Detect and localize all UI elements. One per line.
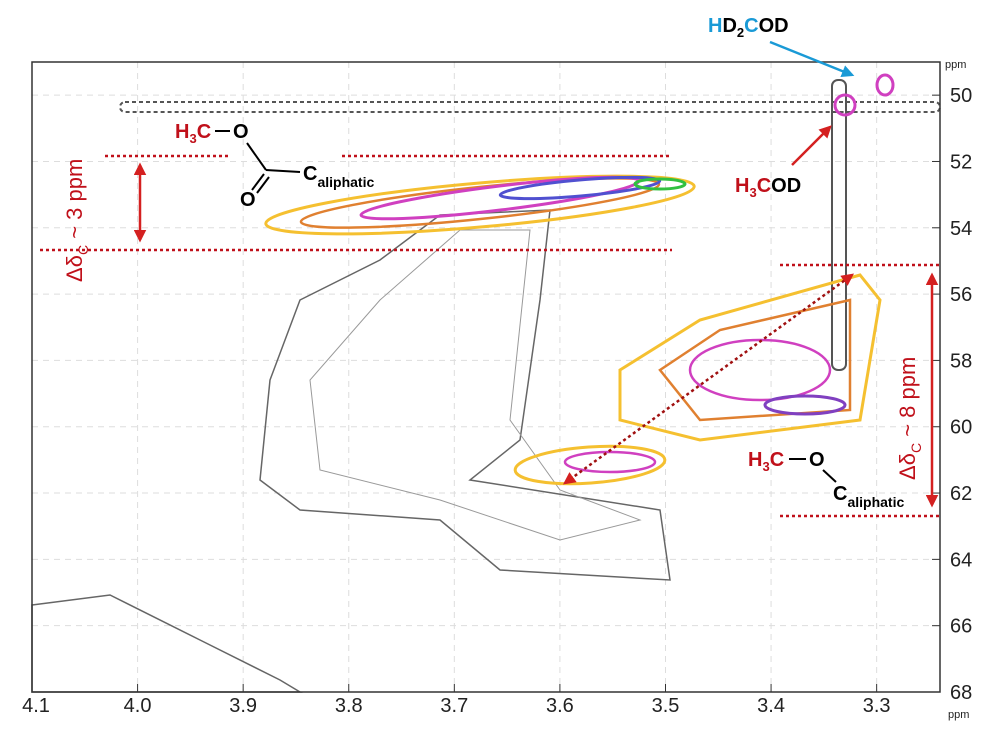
ester-o: O	[233, 121, 249, 143]
atom: C	[770, 449, 784, 471]
x-tick-label: 3.3	[863, 695, 891, 717]
x-tick-label: 4.1	[22, 695, 50, 717]
ester-c: Caliphatic	[303, 163, 374, 190]
atom: D	[722, 15, 736, 37]
plot-frame	[31, 61, 941, 693]
contour	[498, 175, 662, 201]
bond	[246, 142, 267, 171]
atom: C	[197, 121, 211, 143]
x-tick-label: 3.6	[546, 695, 574, 717]
contour	[763, 394, 847, 416]
subscript: aliphatic	[317, 174, 374, 190]
ether-shift-range: ΔδC ~ 8 ppm	[895, 357, 924, 480]
y-tick-label: 68	[950, 682, 972, 704]
contour	[658, 298, 852, 422]
atom: H	[708, 15, 722, 37]
x-tick-label: 3.4	[757, 695, 785, 717]
x-tick-label: 3.8	[335, 695, 363, 717]
y-tick-label: 58	[950, 350, 972, 372]
y-tick-label: 52	[950, 151, 972, 173]
range-text: ~ 8 ppm	[895, 357, 920, 443]
atom: C	[833, 483, 847, 505]
delta: Δδ	[895, 453, 920, 480]
bond	[265, 169, 301, 173]
delta: Δδ	[62, 255, 87, 282]
gray-region-inner	[309, 229, 642, 541]
x-tick-label: 3.5	[652, 695, 680, 717]
y-tick-label: 64	[950, 549, 972, 571]
atom: C	[757, 175, 771, 197]
contour	[688, 338, 832, 402]
atom: H	[748, 449, 762, 471]
subscript: C	[75, 245, 91, 255]
atom: H	[175, 121, 189, 143]
subscript: 3	[749, 185, 756, 200]
contour	[833, 93, 857, 117]
contour	[875, 73, 895, 97]
y-unit: ppm	[945, 59, 966, 71]
bond	[256, 176, 270, 194]
x-tick-label: 3.9	[229, 695, 257, 717]
y-tick-label: 66	[950, 616, 972, 638]
x-tick-label: 3.7	[440, 695, 468, 717]
atom: H	[735, 175, 749, 197]
ester-shift-range: ΔδC ~ 3 ppm	[62, 159, 91, 282]
y-tick-label: 54	[950, 218, 972, 240]
carbonyl-o: O	[240, 189, 256, 211]
bond	[822, 469, 837, 483]
y-tick-label: 50	[950, 85, 972, 107]
bond	[251, 173, 265, 191]
contour	[299, 177, 661, 229]
ester-methyl: H3C	[175, 121, 211, 146]
x-tick-label: 4.0	[124, 695, 152, 717]
contour	[264, 174, 696, 236]
gray-region	[259, 209, 671, 581]
atom: OD	[759, 15, 789, 37]
subscript: C	[908, 443, 924, 453]
diagonal-arrow	[562, 273, 855, 485]
gray-region-low	[31, 594, 303, 693]
subscript: 2	[737, 25, 744, 40]
contour	[563, 450, 657, 474]
pointer-arrow	[791, 125, 832, 166]
subscript: 3	[762, 459, 769, 474]
atom: C	[303, 163, 317, 185]
solvent-column	[831, 79, 847, 371]
subscript: 3	[189, 131, 196, 146]
range-text: ~ 3 ppm	[62, 159, 87, 245]
ether-o: O	[809, 449, 825, 471]
pointer-arrow	[769, 40, 855, 78]
contours	[31, 73, 941, 693]
x-unit: ppm	[948, 709, 969, 721]
y-tick-label: 60	[950, 417, 972, 439]
atom: C	[744, 15, 758, 37]
axes: 4.1 4.0 3.9 3.8 3.7 3.6 3.5 3.4 3.3 50 52 54 56 58 60 6…	[22, 85, 972, 717]
h3cod-label: H3COD	[735, 175, 801, 200]
hd2cod-label: HD2COD	[708, 15, 789, 40]
ether-methyl: H3C	[748, 449, 784, 474]
subscript: aliphatic	[847, 494, 904, 510]
y-tick-label: 62	[950, 483, 972, 505]
contour	[633, 177, 687, 191]
y-tick-label: 56	[950, 284, 972, 306]
ether-c: Caliphatic	[833, 483, 904, 510]
atom: OD	[771, 175, 801, 197]
